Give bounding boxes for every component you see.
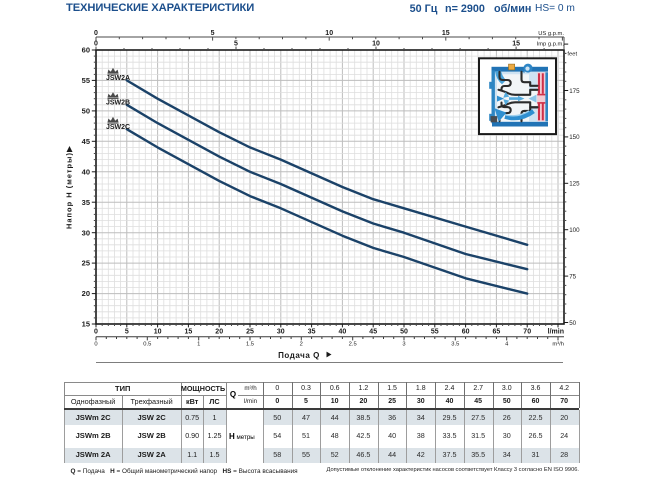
- svg-text:1: 1: [197, 342, 200, 348]
- svg-text:feet: feet: [567, 52, 577, 58]
- svg-text:30: 30: [82, 228, 90, 237]
- svg-text:4: 4: [505, 342, 509, 348]
- svg-text:10: 10: [372, 41, 380, 48]
- svg-text:JSW2A: JSW2A: [106, 75, 130, 82]
- svg-text:45: 45: [82, 137, 90, 146]
- svg-text:Imp g.p.m.: Imp g.p.m.: [537, 42, 565, 48]
- svg-text:0: 0: [94, 328, 98, 335]
- svg-text:75: 75: [569, 273, 576, 280]
- svg-text:Напор H (метры): Напор H (метры): [65, 152, 74, 229]
- svg-text:100: 100: [569, 227, 580, 234]
- svg-text:10: 10: [325, 30, 333, 37]
- svg-text:2: 2: [300, 342, 303, 348]
- svg-text:25: 25: [246, 328, 254, 335]
- svg-text:5: 5: [125, 328, 129, 335]
- svg-text:25: 25: [82, 259, 90, 268]
- svg-text:0: 0: [94, 41, 98, 48]
- svg-text:2.5: 2.5: [349, 342, 357, 348]
- svg-text:20: 20: [82, 289, 90, 298]
- svg-text:15: 15: [185, 328, 193, 335]
- svg-text:60: 60: [462, 328, 470, 335]
- svg-text:35: 35: [82, 198, 90, 207]
- svg-text:JSW2B: JSW2B: [106, 99, 130, 106]
- svg-text:20: 20: [215, 328, 223, 335]
- svg-text:US g.p.m.: US g.p.m.: [538, 31, 564, 37]
- svg-text:125: 125: [569, 181, 580, 188]
- svg-text:3: 3: [402, 342, 405, 348]
- svg-text:50: 50: [400, 328, 408, 335]
- svg-text:1.5: 1.5: [246, 342, 254, 348]
- svg-text:50: 50: [569, 320, 576, 327]
- svg-text:Подача Q: Подача Q: [278, 351, 320, 360]
- svg-text:70: 70: [523, 328, 531, 335]
- svg-text:30: 30: [277, 328, 285, 335]
- svg-text:m³/h: m³/h: [552, 342, 564, 348]
- svg-text:15: 15: [442, 30, 450, 37]
- svg-text:175: 175: [569, 88, 580, 95]
- svg-text:55: 55: [431, 328, 439, 335]
- svg-text:5: 5: [234, 41, 238, 48]
- svg-text:45: 45: [369, 328, 377, 335]
- svg-text:5: 5: [211, 30, 215, 37]
- svg-text:JSW2C: JSW2C: [106, 124, 130, 131]
- svg-text:0.5: 0.5: [143, 342, 151, 348]
- svg-text:15: 15: [82, 320, 90, 329]
- svg-text:40: 40: [82, 167, 90, 176]
- svg-text:l/min: l/min: [548, 328, 564, 335]
- svg-text:40: 40: [339, 328, 347, 335]
- svg-text:65: 65: [493, 328, 501, 335]
- svg-text:0: 0: [94, 342, 97, 348]
- svg-text:50: 50: [82, 107, 90, 116]
- svg-text:0: 0: [94, 30, 98, 37]
- svg-text:60: 60: [82, 46, 90, 55]
- svg-text:150: 150: [569, 134, 580, 141]
- svg-text:55: 55: [82, 76, 90, 85]
- svg-text:3.5: 3.5: [451, 342, 459, 348]
- svg-text:10: 10: [154, 328, 162, 335]
- svg-text:35: 35: [308, 328, 316, 335]
- svg-text:15: 15: [512, 41, 520, 48]
